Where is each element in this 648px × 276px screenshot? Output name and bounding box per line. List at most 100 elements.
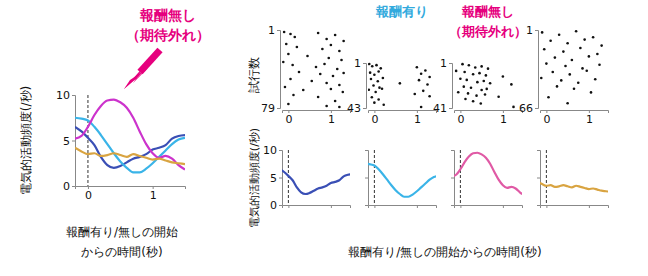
tick-label: 1 — [328, 113, 335, 126]
spike — [342, 72, 345, 75]
tick-mark — [277, 30, 280, 31]
spike — [540, 77, 543, 80]
spike — [554, 56, 557, 59]
spike — [472, 100, 475, 103]
tick-mark — [277, 108, 280, 109]
axis-line — [76, 187, 186, 190]
tick: 0 — [285, 110, 292, 126]
spike — [371, 65, 374, 68]
spike — [399, 82, 402, 85]
tick: 66 — [519, 102, 538, 115]
spike — [282, 61, 285, 64]
spike — [558, 34, 561, 37]
spike — [502, 75, 505, 78]
tick — [365, 178, 368, 179]
tick: 1 — [526, 24, 538, 37]
spike — [319, 73, 322, 76]
spike — [298, 71, 301, 74]
spike — [373, 101, 376, 104]
axis: 01 — [369, 110, 437, 126]
series-line — [75, 148, 185, 164]
tick-mark — [374, 205, 375, 208]
spike — [338, 84, 341, 87]
spike — [334, 34, 337, 37]
series-line — [75, 100, 185, 170]
axis-line — [449, 64, 453, 109]
spike — [336, 68, 339, 71]
spike — [541, 31, 544, 34]
figure: 010510電気的活動頻度(/秒)報酬有り/無しの開始からの時間(秒)報酬無し（… — [0, 0, 648, 276]
tick-mark — [72, 141, 75, 142]
tick: 10 — [263, 144, 282, 157]
spike — [325, 38, 328, 41]
spike — [310, 80, 313, 83]
spike — [377, 98, 380, 101]
raster-chart: 01143 — [347, 57, 437, 126]
spike — [551, 71, 554, 74]
axis — [369, 205, 437, 208]
annotation-arrowhead — [124, 66, 146, 89]
tick-label: 0 — [543, 113, 550, 126]
tick-mark — [537, 205, 540, 206]
axis-title: 試行数 — [247, 57, 261, 93]
spike — [330, 44, 333, 47]
spike — [562, 50, 565, 53]
axis-line — [541, 111, 609, 114]
spike — [327, 57, 330, 60]
tick: 0 — [457, 110, 464, 126]
spike — [291, 64, 294, 67]
spike — [463, 71, 466, 74]
axis-line — [541, 206, 609, 209]
tick-label: 66 — [519, 102, 533, 115]
tick-mark — [363, 63, 366, 64]
spike — [289, 33, 292, 36]
spike — [381, 87, 384, 90]
spike — [560, 79, 563, 82]
spike — [283, 31, 286, 34]
axis-title: 電気的活動頻度(/秒) — [19, 86, 33, 195]
series-line — [540, 182, 608, 192]
plot-area — [540, 30, 603, 105]
axis: 01 — [541, 110, 609, 126]
axis — [537, 151, 541, 206]
event-line — [546, 150, 547, 205]
axis: 01 — [76, 186, 186, 202]
axis-line — [279, 151, 283, 206]
spike — [478, 72, 481, 75]
tick: 1 — [328, 110, 335, 126]
spike — [379, 67, 382, 70]
raster-chart: 011 79 — [261, 24, 351, 126]
tick — [451, 178, 454, 179]
tick-mark — [417, 205, 418, 208]
tick-label: 1 — [586, 113, 593, 126]
spike — [480, 89, 483, 92]
tick-mark — [279, 150, 282, 151]
tick-label: 0 — [285, 113, 292, 126]
tick-mark — [279, 205, 282, 206]
tick: 0 — [371, 110, 378, 126]
axis: 01 — [283, 110, 351, 126]
tick-mark — [537, 150, 540, 151]
spike — [321, 48, 324, 51]
spike — [426, 83, 429, 86]
tick — [417, 205, 418, 208]
line-chart — [537, 150, 610, 208]
spike — [422, 90, 425, 93]
event-line — [460, 150, 461, 205]
tick-label: 79 — [261, 102, 275, 115]
tick-mark — [535, 30, 538, 31]
axis — [455, 205, 523, 208]
spike — [585, 70, 588, 73]
spike — [369, 71, 372, 74]
spike — [342, 40, 345, 43]
axis-line — [455, 206, 523, 209]
tick-mark — [451, 205, 454, 206]
spike — [368, 63, 371, 66]
spike — [588, 55, 591, 58]
spike — [284, 86, 287, 89]
spike — [317, 32, 320, 35]
tick-mark — [365, 205, 368, 206]
raster-chart: 01166 — [519, 24, 609, 126]
spike — [325, 105, 328, 108]
spike — [480, 65, 483, 68]
